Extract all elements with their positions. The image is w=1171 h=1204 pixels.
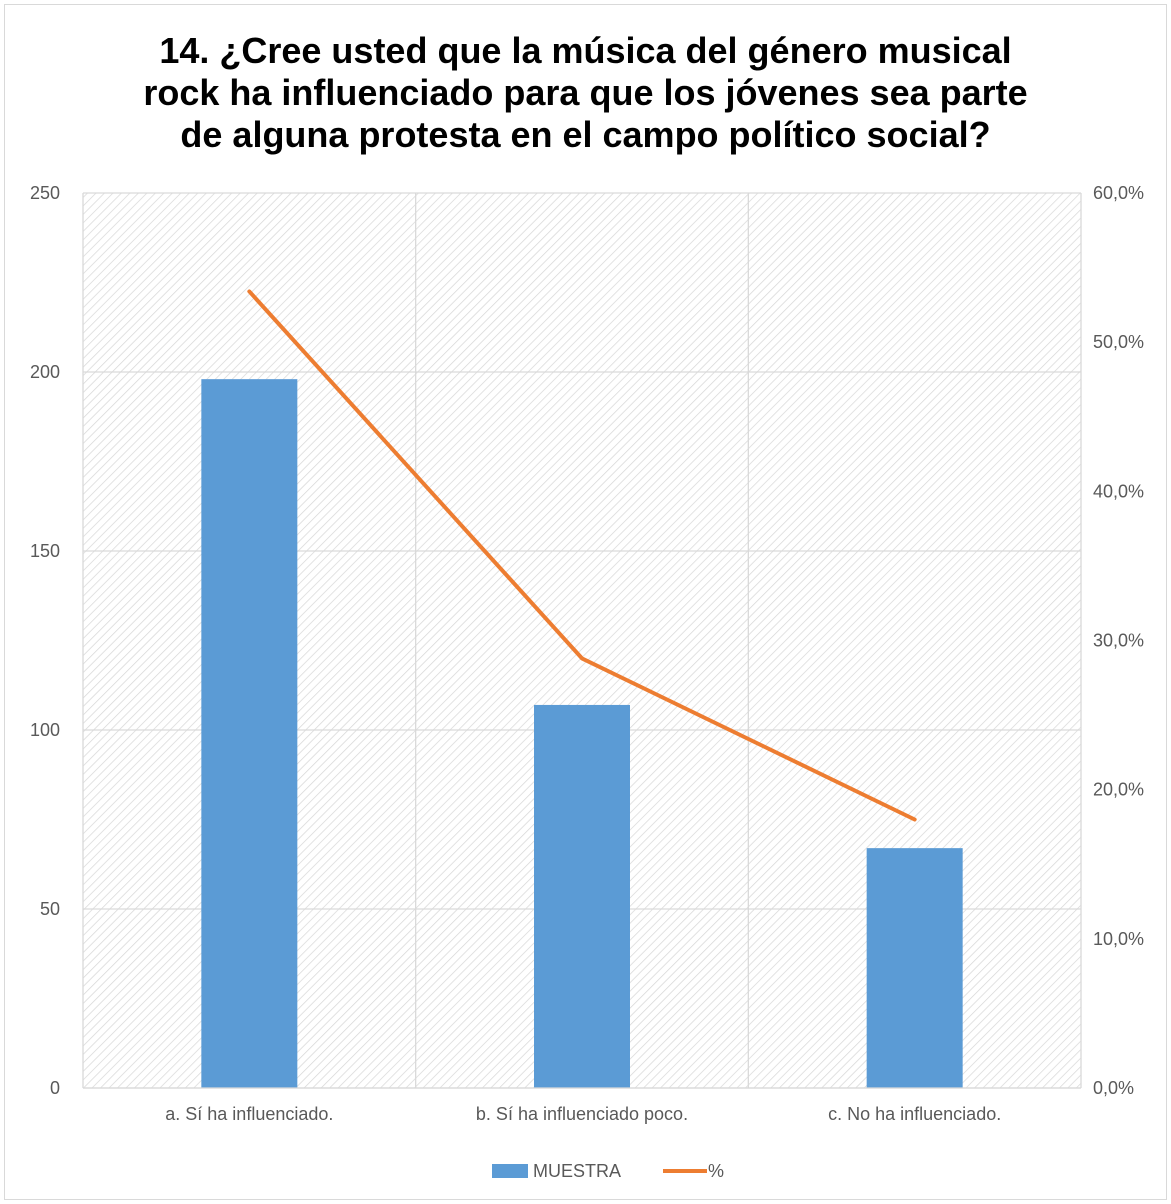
line-series-percent [247, 289, 917, 822]
legend-label-percent: % [708, 1161, 724, 1181]
y2-tick-label: 40,0% [1093, 481, 1144, 501]
y-tick-label: 0 [50, 1078, 60, 1098]
legend-swatch-muestra [492, 1164, 528, 1178]
x-axis: a. Sí ha influenciado. b. Sí ha influenci… [83, 1087, 1081, 1124]
x-tick-label: b. Sí ha influenciado poco. [476, 1104, 688, 1124]
x-tick-label: a. Sí ha influenciado. [165, 1104, 333, 1124]
bar-2 [534, 704, 630, 1088]
chart-title: 14. ¿Cree usted que la música del género… [0, 30, 1171, 156]
x-tick-label: c. No ha influenciado. [828, 1104, 1001, 1124]
y-tick-label: 250 [30, 183, 60, 203]
y2-tick-label: 30,0% [1093, 631, 1144, 651]
bar-3 [866, 848, 963, 1088]
bar-series-muestra [201, 379, 963, 1088]
y-tick-label: 200 [30, 362, 60, 382]
chart-title-line-2: rock ha influenciado para que los jóvene… [143, 72, 1028, 113]
y2-tick-label: 50,0% [1093, 332, 1144, 352]
legend-label-muestra: MUESTRA [533, 1161, 621, 1181]
y2-tick-label: 20,0% [1093, 780, 1144, 800]
chart-title-line-1: 14. ¿Cree usted que la música del género… [159, 30, 1012, 71]
y2-tick-label: 0,0% [1093, 1078, 1134, 1098]
y2-tick-label: 60,0% [1093, 183, 1144, 203]
chart-title-line-3: de alguna protesta en el campo político … [180, 114, 991, 155]
legend: MUESTRA% [492, 1161, 724, 1181]
y-axis-right: 0,0% 10,0% 20,0% 30,0% 40,0% 50,0% 60,0% [1093, 183, 1144, 1098]
y2-tick-label: 10,0% [1093, 929, 1144, 949]
bar-1 [201, 379, 298, 1088]
y-tick-label: 150 [30, 541, 60, 561]
y-tick-label: 100 [30, 720, 60, 740]
y-axis-left: 0 50 100 150 200 250 [30, 183, 60, 1098]
y-tick-label: 50 [40, 899, 60, 919]
